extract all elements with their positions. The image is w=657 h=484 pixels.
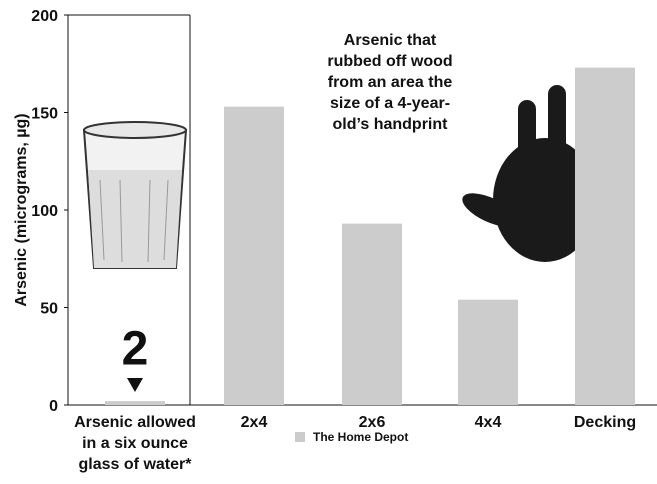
x-tick-label: 2x4 bbox=[240, 414, 268, 431]
y-tick-label: 0 bbox=[49, 398, 58, 415]
y-tick-label: 50 bbox=[40, 301, 58, 318]
legend-swatch bbox=[295, 432, 305, 442]
bar bbox=[458, 299, 518, 405]
x-tick-label: Decking bbox=[573, 414, 637, 431]
x-tick-label: Arsenic allowed in a six ounce glass of … bbox=[74, 414, 196, 473]
x-tick-label: 4x4 bbox=[474, 414, 502, 431]
legend-label: The Home Depot bbox=[313, 430, 408, 444]
bar bbox=[575, 67, 635, 406]
y-tick-label: 150 bbox=[31, 106, 58, 123]
y-axis-label: Arsenic (micrograms, µg) bbox=[13, 113, 30, 306]
arrow bbox=[127, 378, 143, 392]
bar bbox=[105, 401, 165, 405]
bar bbox=[224, 106, 284, 406]
bar bbox=[342, 223, 402, 405]
annotation: Arsenic that rubbed off wood from an are… bbox=[327, 32, 453, 133]
y-tick-label: 200 bbox=[31, 8, 58, 25]
y-tick-label: 100 bbox=[31, 203, 58, 220]
x-tick-label: 2x6 bbox=[358, 414, 386, 431]
data-label: 2 bbox=[122, 323, 149, 376]
glass-icon bbox=[82, 121, 188, 269]
